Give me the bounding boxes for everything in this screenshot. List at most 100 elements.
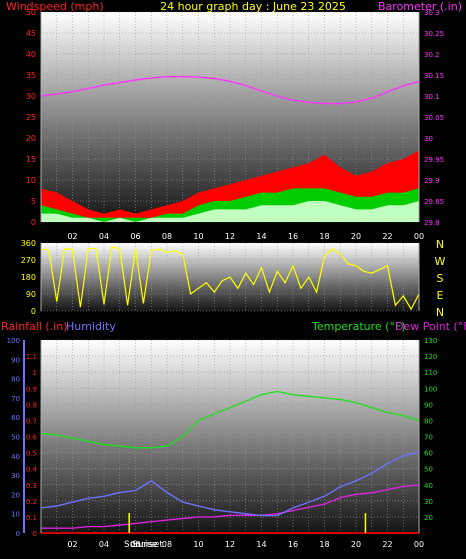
direction-y-tick-label: 0 xyxy=(31,307,36,316)
temperature-y-tick-label: 100 xyxy=(424,385,437,393)
wind-x-tick-label: 14 xyxy=(256,232,266,241)
rain-y-tick-label: 1 xyxy=(33,369,37,377)
temperature-y-tick-label: 130 xyxy=(424,337,437,345)
humidity-line xyxy=(40,451,420,517)
barometer-y-tick-label: 30.05 xyxy=(424,114,444,122)
rain-y-tick-label: 0.6 xyxy=(26,434,38,442)
wind-y-tick-label: 30 xyxy=(26,92,36,101)
wind-y-tick-label: 25 xyxy=(26,113,36,122)
barometer-line xyxy=(40,75,420,105)
bottom-x-tick-label: 06 xyxy=(130,540,140,549)
avg-wind-area xyxy=(41,201,419,222)
bottom-x-tick-label: 16 xyxy=(288,540,298,549)
compass-label: N xyxy=(436,238,444,251)
humidity-y-tick-label: 10 xyxy=(11,511,20,519)
wind-y-tick-label: 45 xyxy=(26,29,36,38)
rain-y-tick-label: 0.7 xyxy=(26,417,37,425)
rain-y-tick-label: 0.2 xyxy=(26,498,37,506)
barometer-y-tick-label: 29.9 xyxy=(424,177,440,185)
wind-x-tick-label: 16 xyxy=(288,232,298,241)
barometer-y-tick-label: 29.95 xyxy=(424,156,444,164)
barometer-y-tick-label: 30.3 xyxy=(424,9,440,17)
humidity-y-tick-label: 20 xyxy=(11,491,20,499)
humidity-y-tick-label: 70 xyxy=(11,395,20,403)
compass-label: E xyxy=(437,289,444,302)
barometer-y-tick-label: 30.1 xyxy=(424,93,440,101)
barometer-y-tick-label: 29.8 xyxy=(424,219,440,227)
bottom-x-tick-label: 10 xyxy=(193,540,203,549)
temperature-y-tick-label: 30 xyxy=(424,498,433,506)
bottom-x-tick-label: 18 xyxy=(319,540,329,549)
bottom-x-tick-label: 02 xyxy=(67,540,77,549)
barometer-y-tick-label: 30.25 xyxy=(424,30,444,38)
temperature-label: Temperature (°F) xyxy=(311,320,406,333)
sunrise-label: Sunrise xyxy=(124,540,158,550)
wind-y-tick-label: 35 xyxy=(26,71,36,80)
temperature-y-tick-label: 120 xyxy=(424,353,437,361)
humidity-y-tick-label: 50 xyxy=(11,434,20,442)
direction-y-tick-label: 360 xyxy=(21,239,36,248)
humidity-y-tick-label: 0 xyxy=(16,530,20,538)
temperature-y-tick-label: 70 xyxy=(424,434,433,442)
bottom-x-tick-label: 08 xyxy=(162,540,172,549)
rain-y-tick-label: 0.4 xyxy=(26,466,38,474)
rain-y-tick-label: 0.9 xyxy=(26,385,37,393)
rain-y-tick-label: 0.1 xyxy=(26,514,37,522)
temperature-y-tick-label: 110 xyxy=(424,369,437,377)
temperature-y-tick-label: 90 xyxy=(424,401,433,409)
wind-x-tick-label: 02 xyxy=(67,232,77,241)
compass-label: W xyxy=(435,255,446,268)
wind-y-tick-label: 5 xyxy=(31,197,36,206)
humidity-y-tick-label: 80 xyxy=(11,376,20,384)
barometer-y-tick-label: 30 xyxy=(424,135,433,143)
humidity-y-tick-label: 40 xyxy=(11,453,20,461)
rain-y-tick-label: 0.8 xyxy=(26,401,37,409)
wind-x-tick-label: 22 xyxy=(382,232,392,241)
temperature-y-tick-label: 80 xyxy=(424,417,433,425)
wind-y-tick-label: 10 xyxy=(26,176,36,185)
bottom-x-tick-label: 00 xyxy=(414,540,424,549)
wind-y-tick-label: 20 xyxy=(26,134,36,143)
wind-x-tick-label: 10 xyxy=(193,232,203,241)
rain-y-tick-label: 0.3 xyxy=(26,482,37,490)
sunset-label: Sunset xyxy=(132,540,163,550)
humidity-label: Humidity xyxy=(66,320,116,333)
wind-direction-line xyxy=(40,246,420,311)
rain-y-tick-label: 0 xyxy=(33,530,37,538)
bottom-x-tick-label: 04 xyxy=(99,540,109,549)
wind-x-tick-label: 20 xyxy=(351,232,361,241)
rainfall-label: Rainfall (.in) xyxy=(1,320,68,333)
rain-y-tick-label: 0.5 xyxy=(26,450,37,458)
dewpoint-line xyxy=(41,484,420,529)
humidity-y-tick-label: 90 xyxy=(11,356,20,364)
barometer-y-tick-label: 30.15 xyxy=(424,72,444,80)
dewpoint-label: Dew Point (°F) xyxy=(395,320,466,333)
wind-y-tick-label: 50 xyxy=(26,8,36,17)
wind-x-tick-label: 04 xyxy=(99,232,109,241)
wind-x-tick-label: 12 xyxy=(225,232,235,241)
direction-y-tick-label: 180 xyxy=(21,273,36,282)
bottom-x-tick-label: 20 xyxy=(351,540,361,549)
rain-y-tick-label: 1.1 xyxy=(26,353,37,361)
temperature-line xyxy=(40,390,420,449)
direction-y-tick-label: 270 xyxy=(21,256,36,265)
humidity-y-tick-label: 60 xyxy=(11,414,20,422)
temperature-y-tick-label: 20 xyxy=(424,514,433,522)
compass-label: N xyxy=(436,306,444,319)
humidity-y-tick-label: 30 xyxy=(11,472,20,480)
compass-label: S xyxy=(437,272,444,285)
windspeed-label: Windspeed (mph) xyxy=(6,0,104,13)
bottom-x-tick-label: 14 xyxy=(256,540,266,549)
barometer-y-tick-label: 29.85 xyxy=(424,198,444,206)
wind-x-tick-label: 06 xyxy=(130,232,140,241)
bottom-x-tick-label: 12 xyxy=(225,540,235,549)
humidity-y-tick-label: 100 xyxy=(7,337,20,345)
wind-x-tick-label: 08 xyxy=(162,232,172,241)
temperature-y-tick-label: 60 xyxy=(424,450,433,458)
temperature-y-tick-label: 50 xyxy=(424,466,433,474)
temperature-y-tick-label: 40 xyxy=(424,482,433,490)
wind-y-tick-label: 0 xyxy=(31,218,36,227)
bottom-x-tick-label: 22 xyxy=(382,540,392,549)
